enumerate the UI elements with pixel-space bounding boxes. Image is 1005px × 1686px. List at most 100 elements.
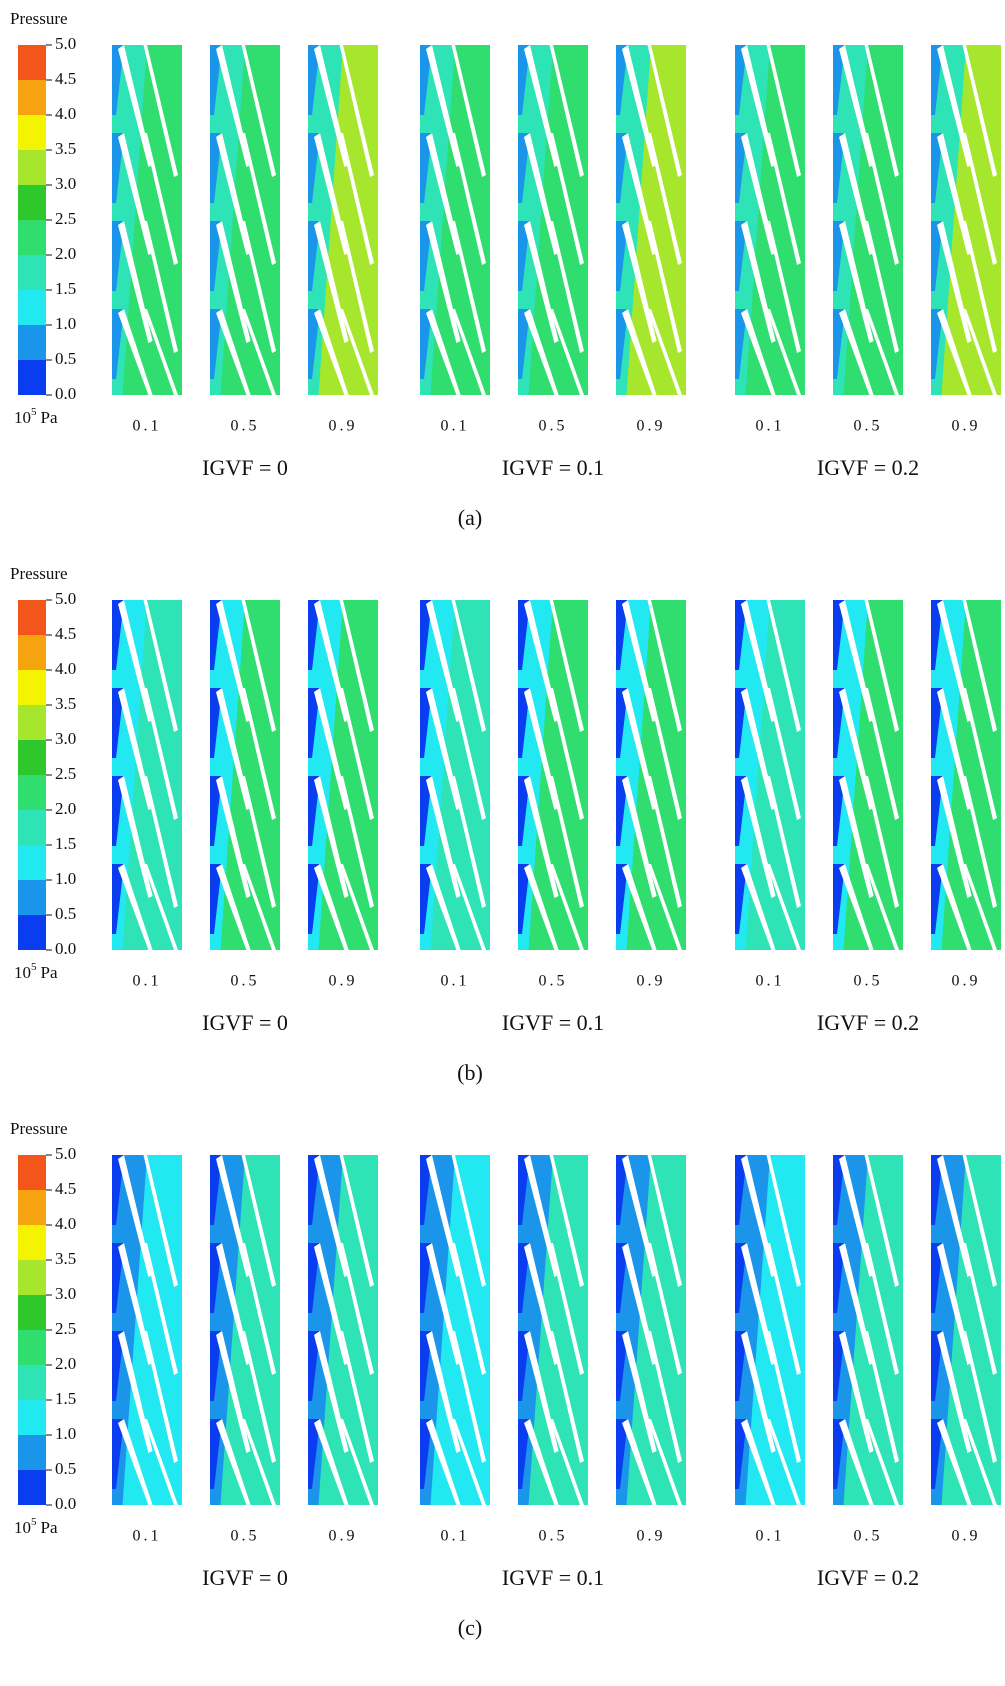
- legend-band: [18, 705, 46, 740]
- legend-tick-label: 3.0: [55, 729, 76, 748]
- legend-band: [18, 1365, 46, 1400]
- group-caption: IGVF = 0.1: [502, 1010, 604, 1035]
- legend-tick-label: 0.0: [55, 384, 76, 403]
- legend-tick-label: 2.5: [55, 764, 76, 783]
- legend-band: [18, 775, 46, 810]
- group-caption: IGVF = 0.2: [817, 1010, 919, 1035]
- legend-tick-label: 3.5: [55, 694, 76, 713]
- strip-label: 0.1: [441, 418, 470, 435]
- legend-tick-label: 0.0: [55, 939, 76, 958]
- legend-band: [18, 1470, 46, 1505]
- legend-tick-label: 0.5: [55, 349, 76, 368]
- legend-band: [18, 290, 46, 325]
- strip-label: 0.9: [637, 973, 666, 990]
- legend-tick-label: 0.5: [55, 904, 76, 923]
- legend-tick-label: 5.0: [55, 1144, 76, 1163]
- panel-caption: (c): [458, 1615, 482, 1640]
- legend-tick-label: 4.0: [55, 1214, 76, 1233]
- legend-band: [18, 600, 46, 635]
- legend-tick-label: 1.5: [55, 279, 76, 298]
- group-caption: IGVF = 0: [202, 1565, 288, 1590]
- legend-tick-label: 0.5: [55, 1459, 76, 1478]
- legend-band: [18, 45, 46, 80]
- legend-tick-label: 3.0: [55, 174, 76, 193]
- strip-label: 0.9: [952, 418, 981, 435]
- panel-caption: (b): [457, 1060, 483, 1085]
- strip-label: 0.1: [441, 1528, 470, 1545]
- legend-tick-label: 2.0: [55, 799, 76, 818]
- legend-band: [18, 1400, 46, 1435]
- unit-exponent: 5: [31, 1516, 37, 1528]
- legend-band: [18, 1435, 46, 1470]
- unit-name: Pa: [41, 963, 58, 982]
- legend-band: [18, 220, 46, 255]
- legend-tick-label: 4.0: [55, 659, 76, 678]
- legend-band: [18, 1155, 46, 1190]
- legend-tick-label: 2.0: [55, 1354, 76, 1373]
- legend-tick-label: 1.5: [55, 834, 76, 853]
- legend-tick-label: 1.0: [55, 314, 76, 333]
- legend-band: [18, 740, 46, 775]
- legend-band: [18, 635, 46, 670]
- legend-tick-label: 4.5: [55, 69, 76, 88]
- legend-tick-label: 5.0: [55, 34, 76, 53]
- strip-label: 0.9: [952, 973, 981, 990]
- unit-base: 10: [14, 963, 31, 982]
- group-caption: IGVF = 0.2: [817, 1565, 919, 1590]
- strip-label: 0.1: [133, 418, 162, 435]
- legend-unit: 105Pa: [14, 961, 58, 982]
- legend-tick-label: 1.0: [55, 1424, 76, 1443]
- legend-band: [18, 150, 46, 185]
- unit-name: Pa: [41, 408, 58, 427]
- legend-tick-label: 5.0: [55, 589, 76, 608]
- group-caption: IGVF = 0.1: [502, 1565, 604, 1590]
- legend-tick-label: 3.5: [55, 1249, 76, 1268]
- strip-label: 0.1: [756, 1528, 785, 1545]
- legend-band: [18, 80, 46, 115]
- legend-band: [18, 670, 46, 705]
- legend-band: [18, 1190, 46, 1225]
- legend-tick-label: 3.0: [55, 1284, 76, 1303]
- legend-band: [18, 880, 46, 915]
- legend-tick-label: 2.5: [55, 1319, 76, 1338]
- legend-tick-label: 0.0: [55, 1494, 76, 1513]
- strip-label: 0.5: [231, 973, 260, 990]
- legend-band: [18, 1260, 46, 1295]
- unit-base: 10: [14, 408, 31, 427]
- legend-band: [18, 185, 46, 220]
- strip-label: 0.1: [133, 1528, 162, 1545]
- legend-band: [18, 115, 46, 150]
- legend-tick-label: 2.5: [55, 209, 76, 228]
- legend-title: Pressure: [10, 9, 68, 28]
- strip-label: 0.5: [231, 1528, 260, 1545]
- strip-label: 0.9: [329, 1528, 358, 1545]
- group-caption: IGVF = 0: [202, 1010, 288, 1035]
- strip-label: 0.1: [133, 973, 162, 990]
- legend-band: [18, 810, 46, 845]
- legend-tick-label: 1.5: [55, 1389, 76, 1408]
- legend-tick-label: 2.0: [55, 244, 76, 263]
- unit-base: 10: [14, 1518, 31, 1537]
- strip-label: 0.9: [329, 973, 358, 990]
- strip-label: 0.5: [231, 418, 260, 435]
- group-caption: IGVF = 0.2: [817, 455, 919, 480]
- legend-band: [18, 1330, 46, 1365]
- strip-label: 0.9: [637, 1528, 666, 1545]
- legend-band: [18, 845, 46, 880]
- figure: Pressure 5.0 4.5 4.0 3.5 3.0 2.5 2.0 1.5 1.0 0.5 0.…: [0, 0, 1005, 1686]
- legend-band: [18, 360, 46, 395]
- legend-band: [18, 255, 46, 290]
- strip-label: 0.9: [952, 1528, 981, 1545]
- strip-label: 0.5: [854, 418, 883, 435]
- panel-caption: (a): [458, 505, 482, 530]
- strip-label: 0.5: [854, 1528, 883, 1545]
- legend-tick-label: 1.0: [55, 869, 76, 888]
- strip-label: 0.5: [539, 418, 568, 435]
- legend-unit: 105Pa: [14, 1516, 58, 1537]
- legend-unit: 105Pa: [14, 406, 58, 427]
- legend-tick-label: 4.5: [55, 624, 76, 643]
- group-caption: IGVF = 0: [202, 455, 288, 480]
- strip-label: 0.5: [539, 973, 568, 990]
- strip-label: 0.9: [637, 418, 666, 435]
- legend-band: [18, 1225, 46, 1260]
